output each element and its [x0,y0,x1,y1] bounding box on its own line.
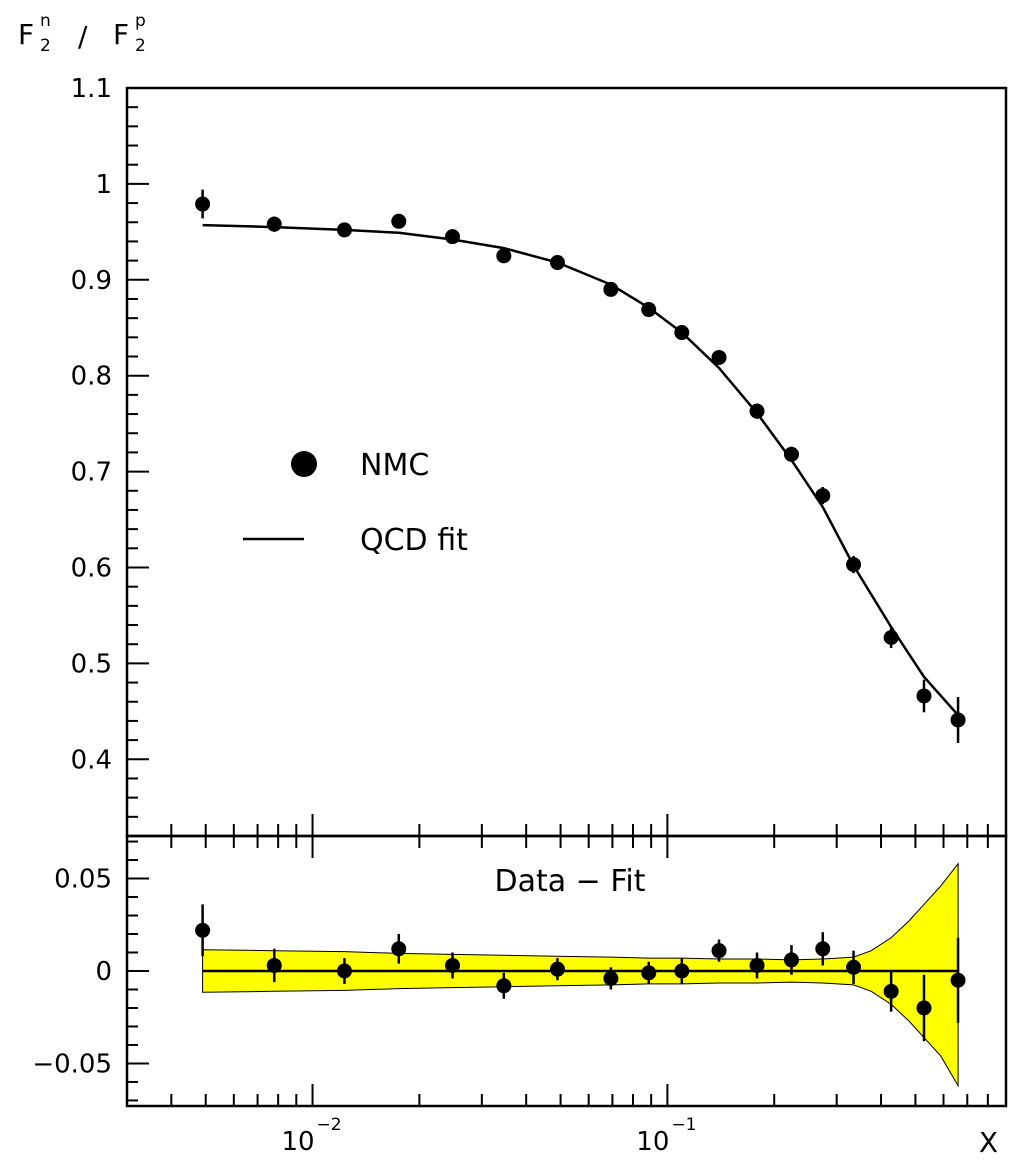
y-axis-title: F n 2 / F p 2 [18,11,146,56]
top-y-tick-label: 0.4 [71,745,112,775]
top-y-tick-label: 0.5 [71,649,112,679]
top-data-point [883,629,899,645]
bottom-data-point [846,959,862,975]
top-data-point [783,446,799,462]
bottom-data-point [749,957,765,973]
legend-label-nmc: NMC [360,448,429,483]
y-title-sup-p: p [135,11,146,31]
top-data-point [603,281,619,297]
bottom-data-point [391,941,407,957]
top-panel-frame [125,86,1008,838]
uncertainty-band-layer [202,862,959,1088]
legend: NMC QCD fit [243,448,468,558]
bottom-data-point [815,941,831,957]
top-data-point [950,712,966,728]
x-tick-label-mantissa: 10 [281,1127,314,1157]
top-data-point [711,349,727,365]
y-title-sub-2b: 2 [135,36,146,56]
data-points-layer [195,189,966,1042]
y-title-sub-2a: 2 [40,36,51,56]
bottom-data-point [496,978,512,994]
top-data-point [336,222,352,238]
top-data-point [496,248,512,264]
top-data-point [195,196,211,212]
x-axis-title: X [979,1126,998,1159]
bottom-data-point [195,922,211,938]
y-title-f1: F [18,18,34,51]
top-y-tick-label: 1 [95,170,112,200]
x-tick-label-mantissa: 10 [636,1127,669,1157]
bottom-data-point [950,972,966,988]
top-y-tick-label: 0.9 [71,266,112,296]
bottom-data-point [674,963,690,979]
x-tick-label-exponent: −2 [317,1115,342,1135]
bottom-y-tick-label: −0.05 [32,1049,112,1079]
top-data-point [846,557,862,573]
bottom-data-point [336,963,352,979]
y-title-f2: F [113,18,129,51]
y-title-slash: / [78,20,88,53]
top-data-point [391,213,407,229]
uncertainty-band [202,862,959,1088]
axes-layer [125,86,1008,1108]
x-tick-label-exponent: −1 [671,1115,696,1135]
top-data-point [641,302,657,318]
y-title-sup-n: n [40,11,51,31]
top-y-tick-label: 0.7 [71,458,112,488]
top-data-point [445,229,461,245]
top-y-tick-label: 1.1 [71,74,112,104]
top-fit-line [202,223,960,717]
top-data-point [549,255,565,271]
legend-label-qcd-fit: QCD fit [360,523,468,558]
bottom-data-point [711,943,727,959]
top-data-point [749,403,765,419]
bottom-data-point [916,1000,932,1016]
fit-line-layer [202,223,960,973]
bottom-data-point [549,961,565,977]
bottom-data-point [641,965,657,981]
bottom-data-point [603,970,619,986]
top-data-point [674,325,690,341]
bottom-data-point [883,983,899,999]
top-data-point [916,688,932,704]
bottom-panel-title: Data − Fit [494,864,645,899]
top-y-tick-label: 0.6 [71,553,112,583]
legend-marker-nmc [291,451,317,477]
bottom-data-point [445,957,461,973]
bottom-data-point [266,957,282,973]
top-data-point [266,216,282,232]
top-data-point [815,488,831,504]
top-y-tick-label: 0.8 [71,362,112,392]
bottom-y-tick-label: 0.05 [54,865,112,895]
bottom-y-tick-label: 0 [95,957,112,987]
bottom-data-point [783,952,799,968]
